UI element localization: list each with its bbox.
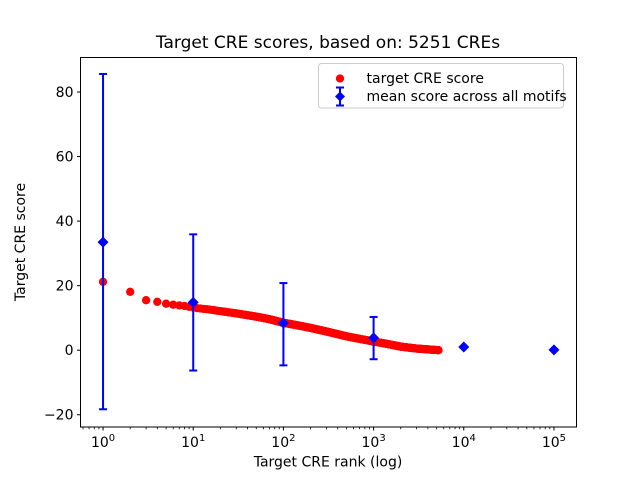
x-axis-label: Target CRE rank (log) <box>253 455 403 471</box>
plot-area-border <box>80 57 577 428</box>
y-major-ticks <box>77 91 81 416</box>
x-tick-labels: 100 101 102 103 104 105 <box>91 433 566 451</box>
data-point-mean-score <box>458 341 470 353</box>
y-tick-label: 60 <box>56 149 74 165</box>
data-point-target-score <box>169 300 178 309</box>
y-tick-label: 40 <box>56 214 74 230</box>
data-point-mean-score <box>97 236 109 248</box>
data-point-target-score <box>126 287 135 296</box>
data-point-target-score <box>153 297 162 306</box>
data-point-target-score <box>434 346 443 355</box>
legend-label-target-cre-score: target CRE score <box>367 71 484 87</box>
legend-box <box>318 63 564 109</box>
blue-diamond-marker-icon <box>335 91 345 102</box>
y-tick-label: 0 <box>65 343 74 359</box>
data-point-mean-score <box>187 296 199 308</box>
data-point-mean-score <box>548 344 560 356</box>
x-tick-label: 101 <box>181 433 205 451</box>
x-tick-label: 104 <box>452 433 476 451</box>
series-target-cre-score <box>98 277 443 355</box>
red-circle-marker-icon <box>335 74 345 83</box>
data-point-target-score <box>141 296 151 305</box>
y-tick-label: 80 <box>56 85 74 101</box>
x-tick-label: 103 <box>361 433 385 451</box>
legend: target CRE score mean score across all m… <box>318 63 567 109</box>
x-tick-label: 105 <box>542 433 566 451</box>
series-mean-score-errorbars <box>97 72 560 411</box>
y-tick-label: −20 <box>44 408 74 424</box>
y-tick-labels: −20 0 20 40 60 80 <box>44 85 74 424</box>
data-point-target-score <box>161 299 171 308</box>
y-axis-label: Target CRE score <box>13 183 29 302</box>
x-tick-label: 100 <box>91 433 115 451</box>
legend-label-mean-score: mean score across all motifs <box>367 89 567 105</box>
data-point-mean-score <box>277 317 289 329</box>
x-tick-label: 102 <box>271 433 295 451</box>
x-major-ticks <box>102 427 555 431</box>
data-point-mean-score <box>368 332 380 344</box>
y-tick-label: 20 <box>56 278 74 294</box>
chart-title: Target CRE scores, based on: 5251 CREs <box>155 33 500 53</box>
